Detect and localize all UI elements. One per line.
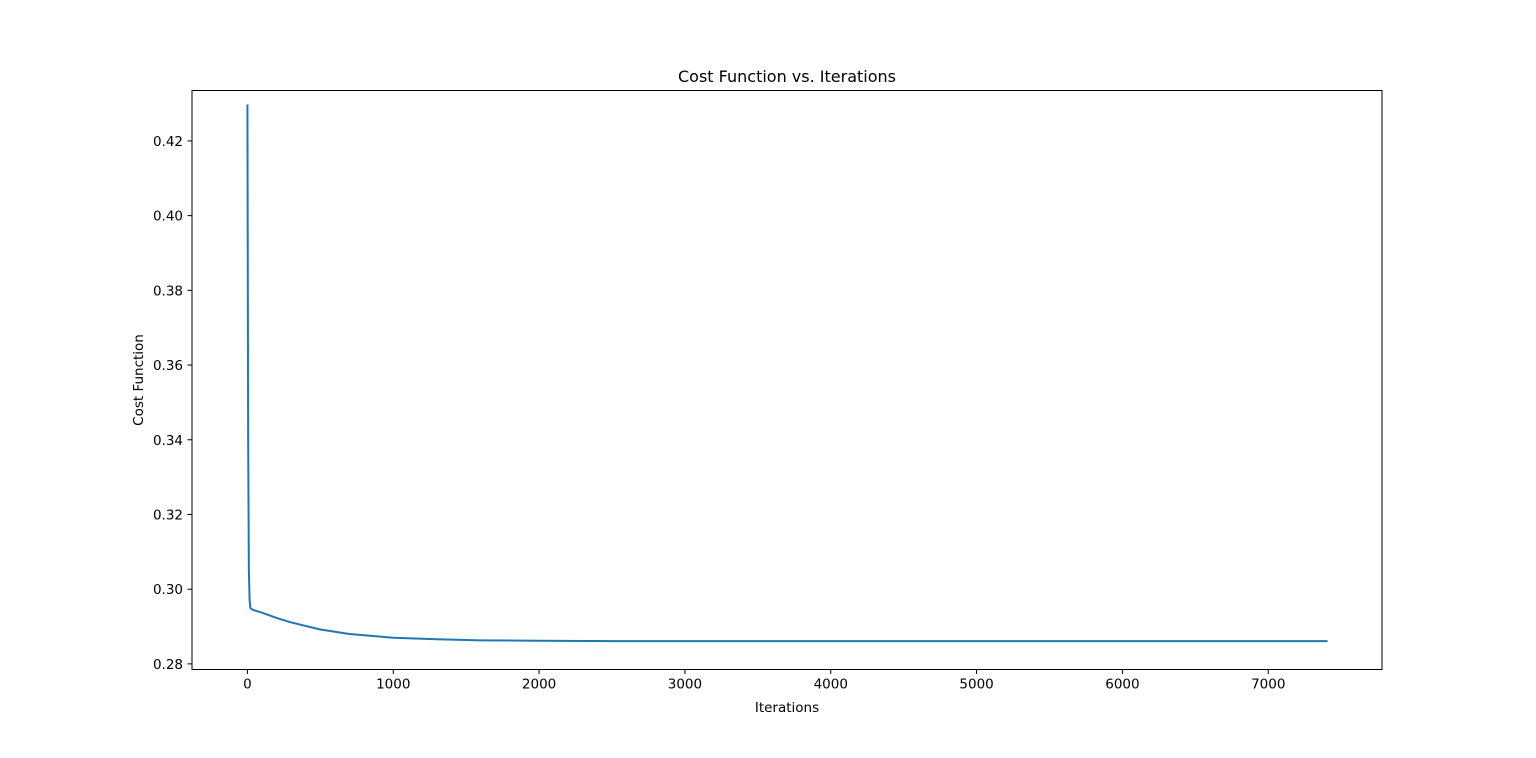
y-tick-label: 0.28 bbox=[153, 657, 183, 673]
y-tick-label: 0.40 bbox=[153, 209, 183, 225]
x-tick-label: 0 bbox=[243, 677, 252, 693]
x-axis-label: Iterations bbox=[755, 700, 819, 716]
y-tick-label: 0.36 bbox=[153, 358, 183, 374]
chart-title: Cost Function vs. Iterations bbox=[678, 67, 896, 86]
y-axis: 0.28 0.30 0.32 0.34 0.36 0.38 0.40 0.42 bbox=[153, 134, 192, 673]
axes-frame bbox=[191, 90, 1383, 670]
x-tick-label: 6000 bbox=[1105, 677, 1139, 693]
x-axis: 0 1000 2000 3000 4000 5000 6000 7000 bbox=[243, 669, 1285, 693]
plot-area bbox=[246, 104, 1328, 643]
y-tick-label: 0.32 bbox=[153, 507, 183, 523]
x-tick-label: 4000 bbox=[814, 677, 848, 693]
y-tick-label: 0.42 bbox=[153, 134, 183, 150]
y-tick-label: 0.38 bbox=[153, 283, 183, 299]
x-tick-label: 7000 bbox=[1251, 677, 1285, 693]
x-tick-label: 5000 bbox=[959, 677, 993, 693]
series-line bbox=[246, 104, 1328, 643]
y-tick-label: 0.30 bbox=[153, 582, 183, 598]
y-axis-label: Cost Function bbox=[131, 334, 147, 426]
x-tick-label: 2000 bbox=[522, 677, 556, 693]
x-tick-label: 3000 bbox=[668, 677, 702, 693]
y-tick-label: 0.34 bbox=[153, 433, 183, 449]
x-tick-label: 1000 bbox=[376, 677, 410, 693]
